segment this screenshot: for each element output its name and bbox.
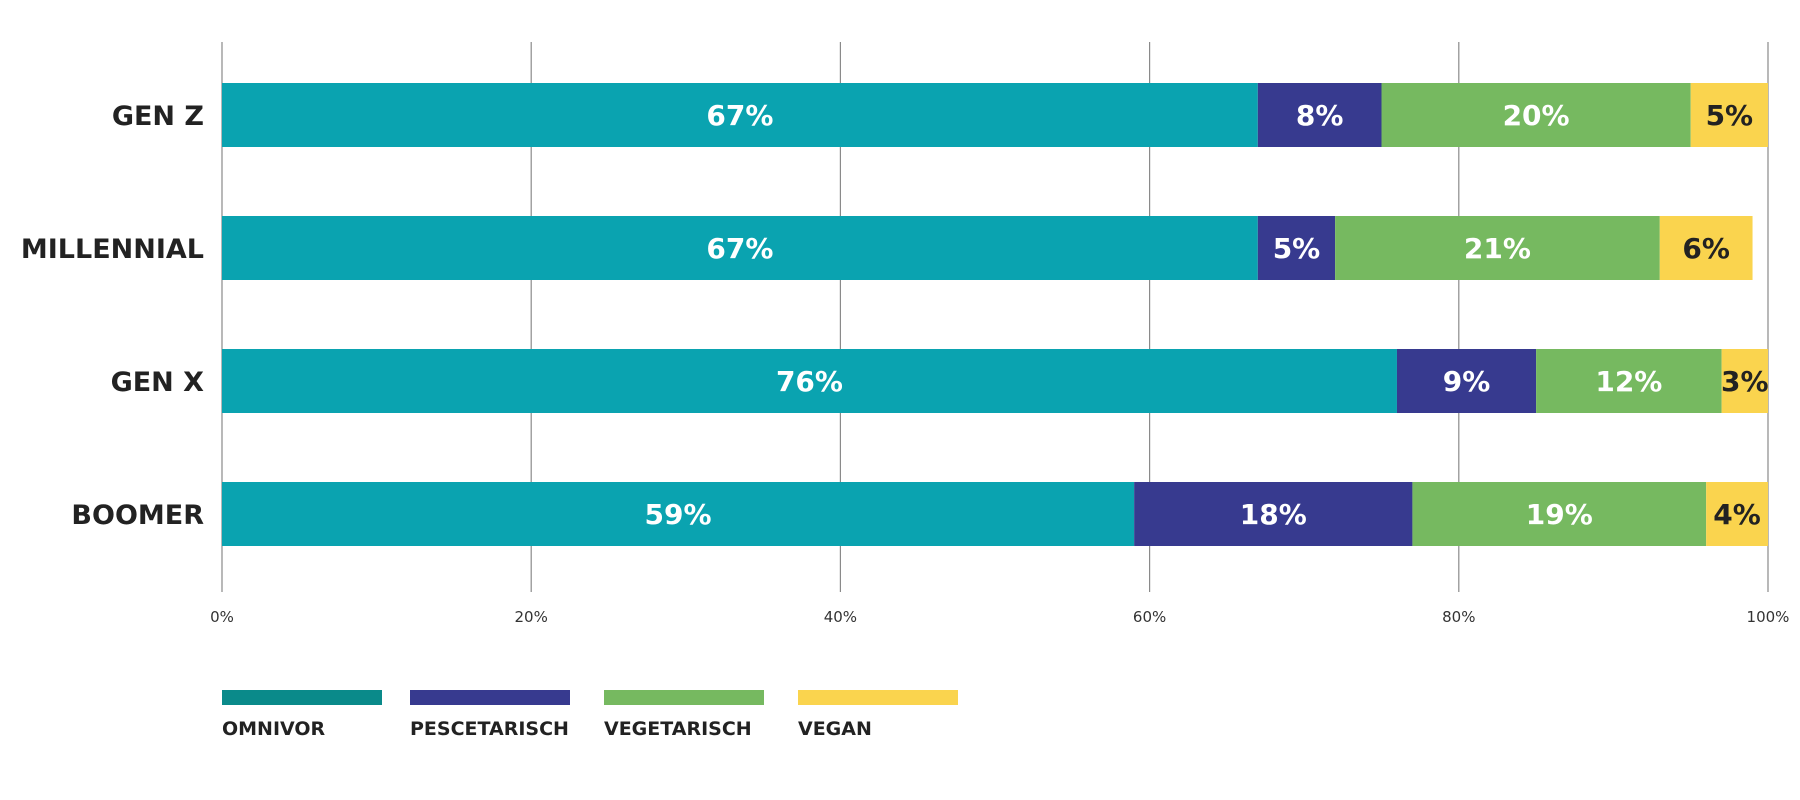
x-tick-label: 0% bbox=[210, 608, 234, 626]
legend-label: VEGAN bbox=[798, 718, 872, 740]
bar-segment bbox=[1690, 83, 1768, 147]
x-axis-ticks: 0% 20% 40% 60% 80% 100% bbox=[210, 608, 1789, 626]
category-label: GEN Z bbox=[112, 101, 204, 132]
legend-swatch bbox=[604, 690, 764, 705]
legend: OMNIVOR PESCETARISCH VEGETARISCH VEGAN bbox=[222, 690, 958, 740]
x-tick-label: 60% bbox=[1133, 608, 1166, 626]
data-label: 12% bbox=[1595, 365, 1662, 398]
category-labels: GEN Z MILLENNIAL GEN X BOOMER bbox=[21, 101, 204, 531]
bar-segment bbox=[1396, 349, 1537, 413]
legend-swatch bbox=[222, 690, 382, 705]
data-label: 5% bbox=[1273, 232, 1321, 265]
category-label: GEN X bbox=[111, 367, 205, 398]
legend-label: VEGETARISCH bbox=[604, 718, 752, 740]
data-label: 9% bbox=[1443, 365, 1491, 398]
data-label: 67% bbox=[706, 232, 773, 265]
legend-swatch bbox=[410, 690, 570, 705]
x-tick-label: 40% bbox=[824, 608, 857, 626]
data-label: 5% bbox=[1706, 99, 1754, 132]
data-label: 8% bbox=[1296, 99, 1344, 132]
bar-segment bbox=[1134, 482, 1413, 546]
data-label: 19% bbox=[1526, 498, 1593, 531]
category-label: MILLENNIAL bbox=[21, 234, 204, 265]
bar-segment bbox=[1257, 83, 1382, 147]
x-tick-label: 100% bbox=[1747, 608, 1790, 626]
bar-segment bbox=[1659, 216, 1753, 280]
bar-segment bbox=[1721, 349, 1768, 413]
bar-segment bbox=[1257, 216, 1336, 280]
bar-segment bbox=[1706, 482, 1768, 546]
data-label: 4% bbox=[1713, 498, 1761, 531]
bar-segment bbox=[222, 482, 1135, 546]
bar-segment bbox=[222, 83, 1258, 147]
bar-segment bbox=[1412, 482, 1707, 546]
data-label: 67% bbox=[706, 99, 773, 132]
data-label: 6% bbox=[1682, 232, 1730, 265]
legend-swatch bbox=[798, 690, 958, 705]
data-label: 18% bbox=[1240, 498, 1307, 531]
bars: 67% 8% 20% 5% 67% 5% 21% 6% 76% 9% 12% 3% 59% 18% 19% 4… bbox=[222, 83, 1769, 546]
data-label: 21% bbox=[1464, 232, 1531, 265]
legend-label: OMNIVOR bbox=[222, 718, 326, 740]
legend-label: PESCETARISCH bbox=[410, 718, 569, 740]
bar-segment bbox=[222, 349, 1397, 413]
category-label: BOOMER bbox=[71, 500, 204, 531]
data-label: 20% bbox=[1503, 99, 1570, 132]
bar-segment bbox=[222, 216, 1258, 280]
data-label: 59% bbox=[645, 498, 712, 531]
bar-segment bbox=[1536, 349, 1722, 413]
bar-segment bbox=[1335, 216, 1660, 280]
x-tick-label: 80% bbox=[1442, 608, 1475, 626]
data-label: 3% bbox=[1721, 365, 1769, 398]
bar-segment bbox=[1381, 83, 1691, 147]
x-tick-label: 20% bbox=[515, 608, 548, 626]
data-label: 76% bbox=[776, 365, 843, 398]
